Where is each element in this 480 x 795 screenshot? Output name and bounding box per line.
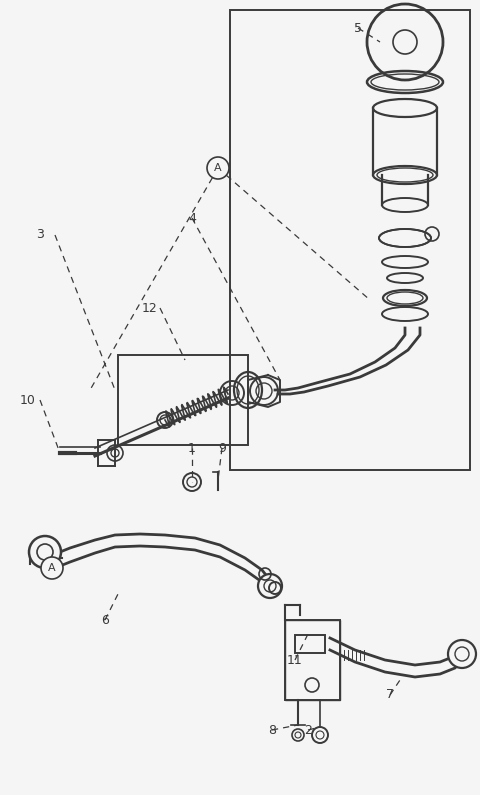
Text: 8: 8 bbox=[268, 723, 276, 736]
Text: A: A bbox=[48, 563, 56, 573]
Bar bbox=[285, 620, 340, 700]
Text: A: A bbox=[214, 163, 222, 173]
Bar bbox=[230, 10, 470, 470]
Circle shape bbox=[448, 640, 476, 668]
Text: 10: 10 bbox=[20, 394, 36, 406]
Text: 4: 4 bbox=[188, 211, 196, 224]
Text: 3: 3 bbox=[36, 228, 44, 242]
Text: 1: 1 bbox=[188, 441, 196, 455]
Bar bbox=[295, 635, 325, 653]
Text: 6: 6 bbox=[101, 614, 109, 626]
Circle shape bbox=[41, 557, 63, 579]
Text: 2: 2 bbox=[304, 723, 312, 736]
Bar bbox=[118, 355, 248, 445]
Text: 9: 9 bbox=[218, 441, 226, 455]
Circle shape bbox=[29, 536, 61, 568]
Circle shape bbox=[207, 157, 229, 179]
Text: 7: 7 bbox=[386, 688, 394, 701]
Bar bbox=[285, 620, 340, 700]
Text: 11: 11 bbox=[287, 653, 303, 666]
Text: 12: 12 bbox=[142, 301, 158, 315]
Text: 5: 5 bbox=[354, 21, 362, 34]
Circle shape bbox=[258, 574, 282, 598]
